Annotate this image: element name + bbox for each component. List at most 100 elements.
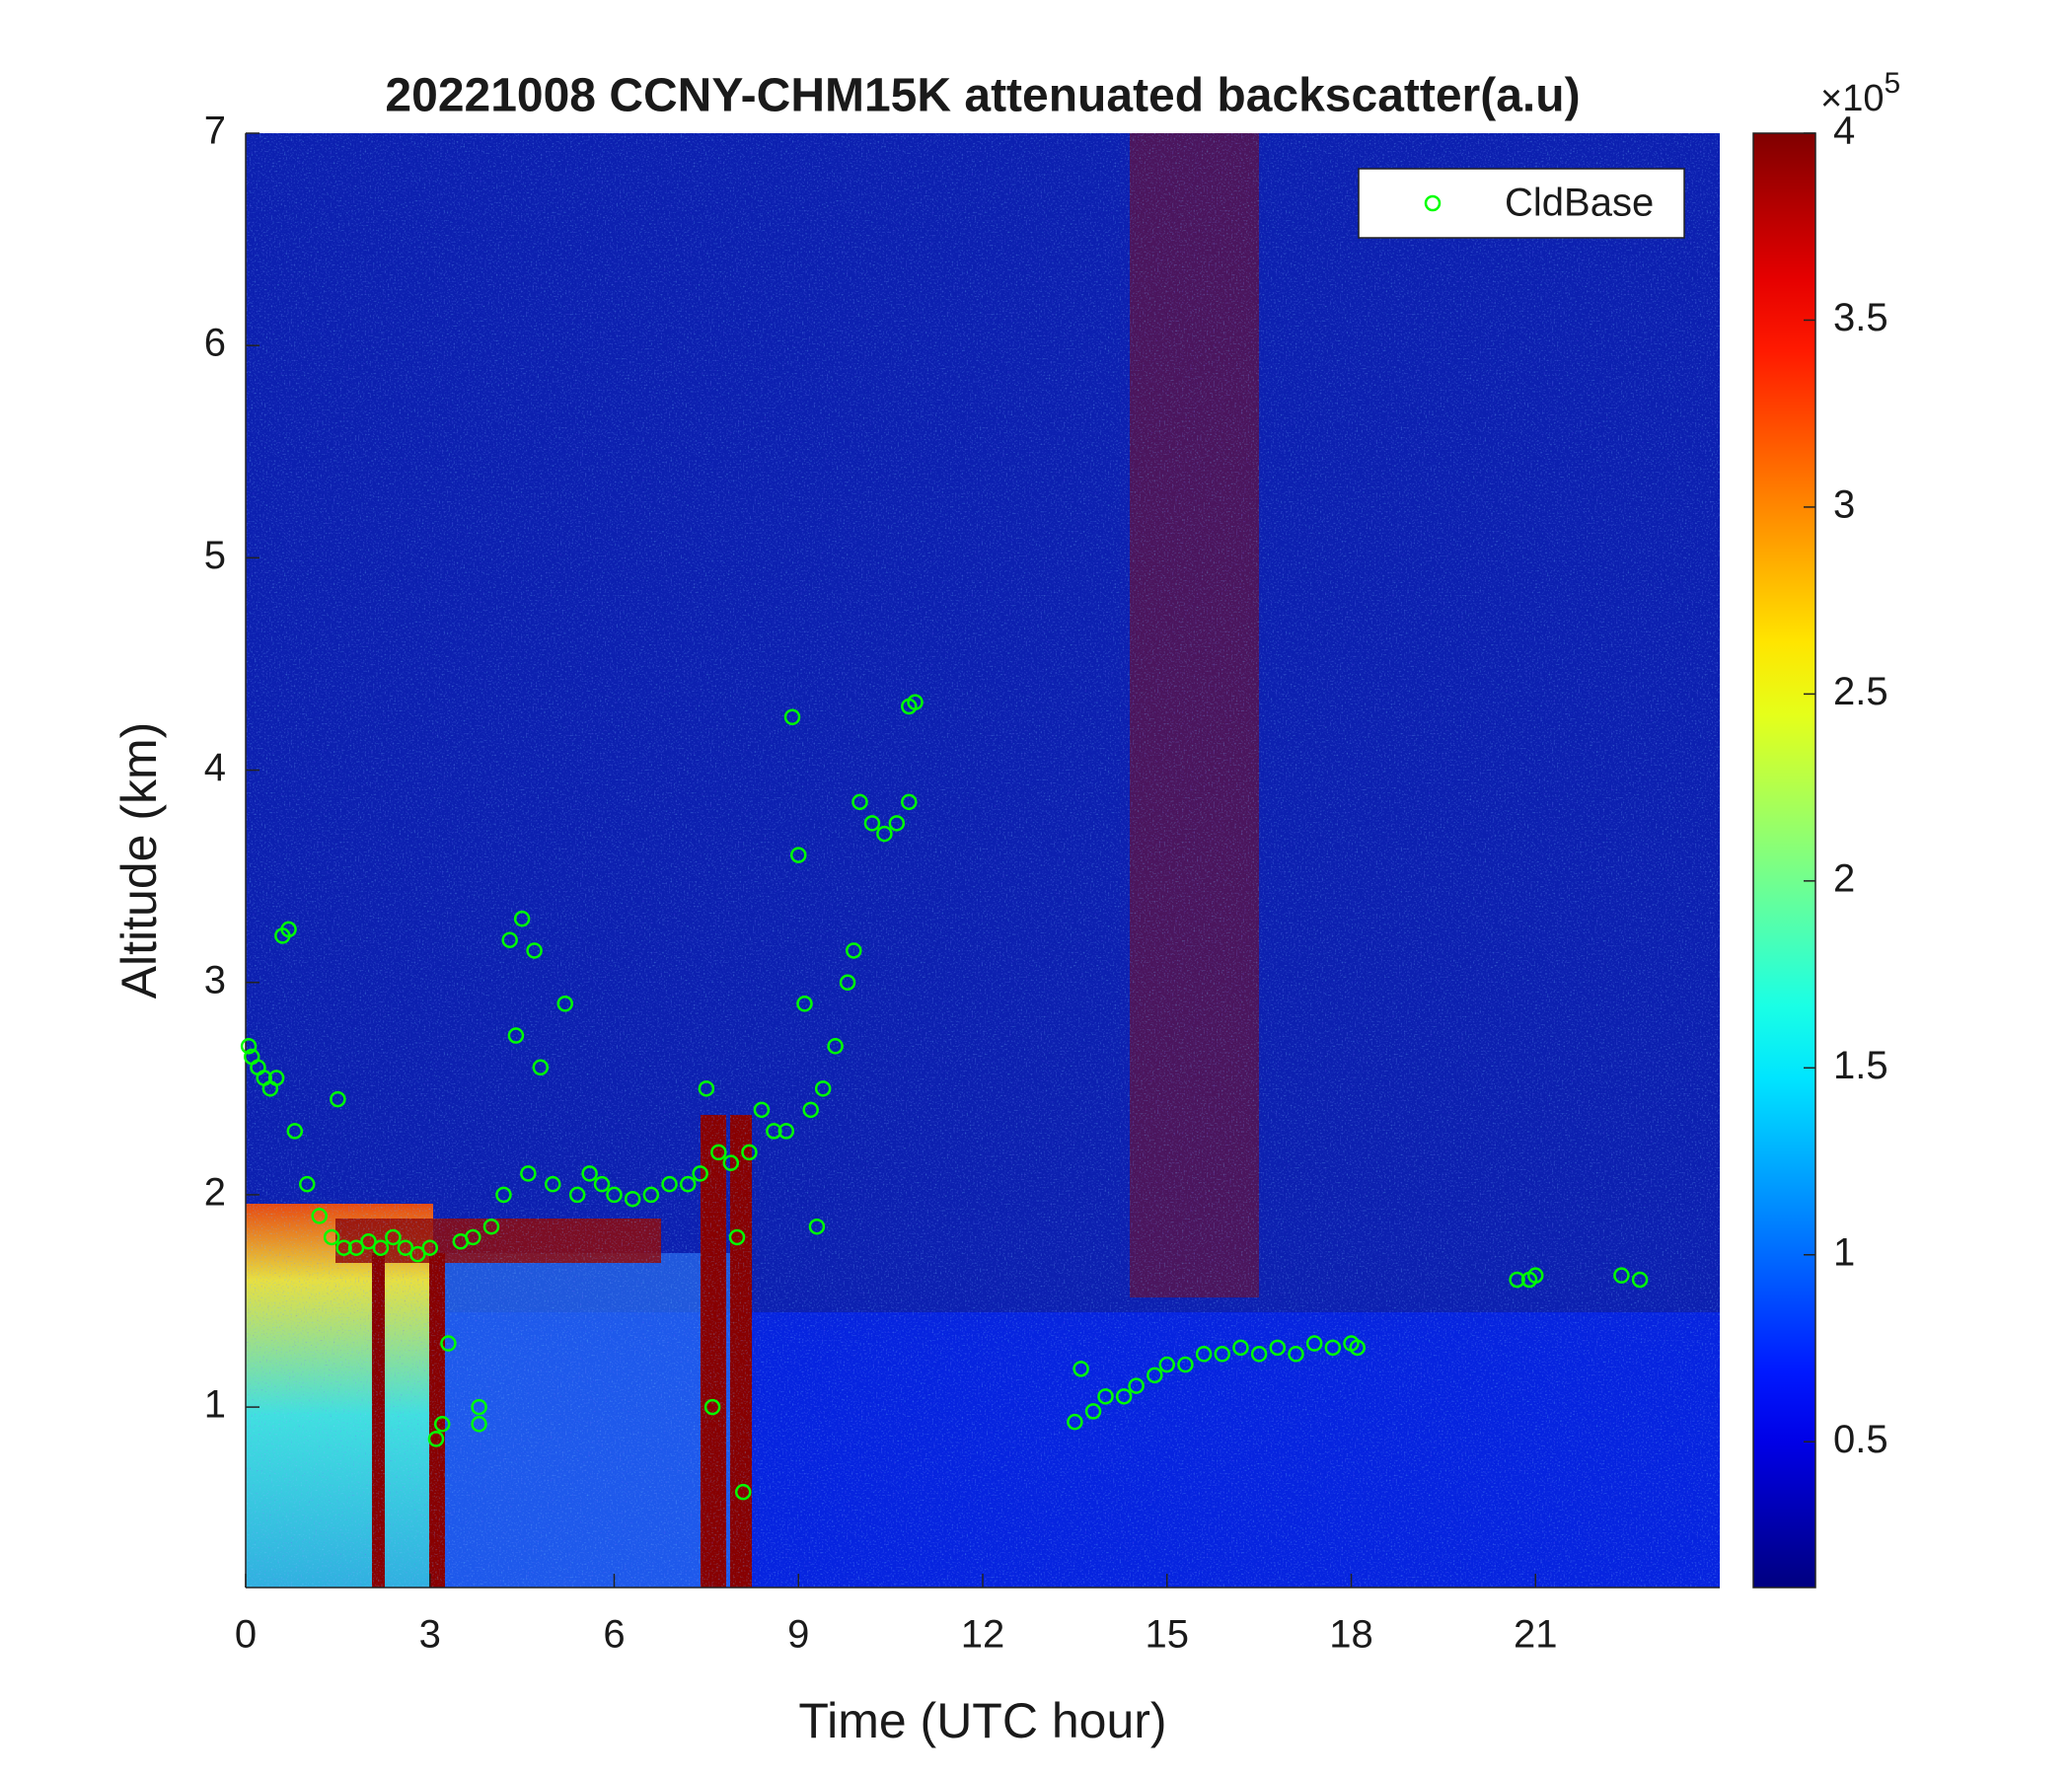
cloud-base-point — [427, 1431, 445, 1447]
cloud-base-point — [280, 921, 297, 938]
cloud-base-point — [433, 1416, 451, 1433]
cloud-base-point — [679, 1175, 697, 1193]
x-tick-label: 6 — [603, 1613, 625, 1657]
cloud-base-point — [421, 1239, 438, 1256]
cloud-base-point — [507, 1027, 525, 1044]
cloud-base-point — [1232, 1339, 1249, 1357]
x-tick-label: 12 — [961, 1613, 1005, 1657]
colorbar-tick-label: 1.5 — [1833, 1044, 1888, 1087]
cloud-base-point — [642, 1186, 660, 1204]
cloud-base-point — [1250, 1346, 1268, 1363]
cloud-base-point — [722, 1154, 740, 1171]
cloud-base-point — [513, 910, 531, 927]
colorbar — [1752, 132, 1816, 1589]
cloud-base-point — [901, 793, 918, 811]
x-tick-label: 15 — [1146, 1613, 1190, 1657]
cloud-base-point — [409, 1245, 426, 1263]
cloud-base-point — [1613, 1267, 1630, 1284]
y-tick-label: 1 — [204, 1383, 226, 1427]
cloud-base-point — [808, 1218, 826, 1235]
colorbar-tick-label: 0.5 — [1833, 1418, 1888, 1461]
x-tick-label: 21 — [1514, 1613, 1558, 1657]
cloud-base-point — [568, 1186, 586, 1204]
cloud-base-point — [1128, 1377, 1145, 1394]
cloud-base-point — [839, 974, 856, 991]
cloud-base-point — [1349, 1339, 1366, 1357]
cloud-base-point — [323, 1228, 340, 1246]
cloud-base-point — [692, 1165, 708, 1182]
cloud-base-point — [471, 1416, 487, 1433]
legend-label: CldBase — [1505, 182, 1654, 225]
cloud-base-point — [783, 708, 801, 726]
cloud-base-point — [710, 1144, 727, 1161]
y-tick-label: 6 — [204, 322, 226, 365]
colorbar-tick-label: 4 — [1833, 110, 1855, 153]
cloud-base-point — [385, 1228, 402, 1246]
legend-box — [1358, 168, 1685, 239]
cloud-base-point — [526, 942, 543, 959]
y-tick-label: 5 — [204, 534, 226, 577]
cloud-base-point — [286, 1123, 304, 1140]
cloud-base-point — [1305, 1335, 1323, 1352]
x-tick-label: 3 — [419, 1613, 441, 1657]
cloud-base-point — [907, 694, 924, 710]
cloud-base-point — [846, 942, 862, 959]
cloud-base-point — [863, 815, 881, 832]
cloud-base-point — [753, 1101, 771, 1119]
x-tick-label: 9 — [787, 1613, 809, 1657]
colorbar-tick-label: 2 — [1833, 856, 1855, 900]
cloud-base-point — [465, 1228, 481, 1246]
cloud-base-point — [1097, 1388, 1114, 1405]
cloud-base-point — [267, 1070, 285, 1086]
cloud-base-point — [1177, 1356, 1194, 1373]
cloud-base-point — [581, 1165, 598, 1182]
cloud-base-point — [1084, 1403, 1102, 1420]
cloud-base-point — [240, 1038, 258, 1055]
cloud-base-point — [482, 1218, 500, 1235]
cloud-base-point — [888, 815, 906, 832]
cloud-base-point — [1158, 1356, 1175, 1373]
cloud-base-point — [311, 1208, 328, 1224]
cloud-base-point — [606, 1186, 623, 1204]
cloud-base-point — [1115, 1388, 1133, 1405]
cloud-base-point — [532, 1059, 550, 1076]
cloud-base-point — [661, 1175, 678, 1193]
colorbar-multiplier: ×105 — [1820, 67, 1900, 119]
y-tick-label: 7 — [204, 110, 226, 153]
cloud-base-point — [360, 1233, 377, 1250]
cloud-base-point — [1073, 1361, 1089, 1377]
legend-marker — [1424, 194, 1442, 212]
cloud-base-point — [1527, 1267, 1544, 1284]
cloud-base-point — [802, 1101, 819, 1119]
cloud-base-point — [1324, 1339, 1342, 1357]
cloud-base-point — [876, 825, 893, 843]
colorbar-tick-label: 1 — [1833, 1230, 1855, 1274]
cloud-base-point — [1288, 1346, 1304, 1363]
heatmap — [246, 133, 1720, 1588]
cloud-base-point — [440, 1335, 457, 1352]
cloud-base-point — [851, 793, 868, 811]
multiplier: ×10 — [1820, 78, 1884, 119]
cloud-base-point — [1195, 1346, 1213, 1363]
cloud-base-point — [397, 1239, 414, 1256]
exponent: 5 — [1884, 67, 1900, 100]
colorbar-tick-label: 3.5 — [1833, 296, 1888, 339]
cloud-base-point — [777, 1123, 795, 1140]
cloud-base-point — [1147, 1367, 1163, 1384]
cloud-base-point — [766, 1123, 782, 1140]
cloud-base-point — [520, 1165, 537, 1182]
cloud-base-point — [330, 1090, 346, 1108]
cloud-base-point — [1269, 1339, 1287, 1357]
colorbar-tick-label: 2.5 — [1833, 670, 1888, 713]
x-axis-label: Time (UTC hour) — [798, 1693, 1166, 1748]
chart-title: 20221008 CCNY-CHM15K attenuated backscat… — [385, 70, 1580, 122]
cloud-base-point — [495, 1186, 512, 1204]
y-tick-label: 3 — [204, 958, 226, 1001]
x-tick-label: 18 — [1329, 1613, 1373, 1657]
cloud-base-point — [624, 1190, 641, 1208]
cloud-base-point — [335, 1239, 352, 1256]
cloud-base-point — [1067, 1413, 1083, 1431]
y-axis-label: Altitude (km) — [111, 722, 167, 999]
cloud-base-point — [299, 1175, 316, 1193]
cloud-base-point — [814, 1080, 832, 1097]
